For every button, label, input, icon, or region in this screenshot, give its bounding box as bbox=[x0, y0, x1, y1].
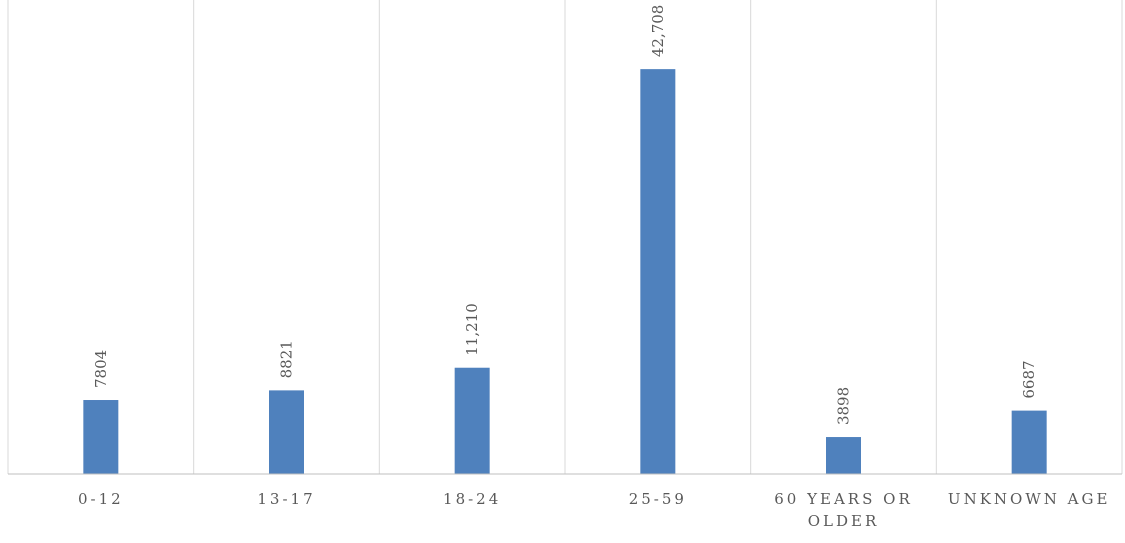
data-label: 11,210 bbox=[463, 303, 481, 355]
tick-label-line: 25-59 bbox=[629, 490, 687, 508]
bar bbox=[454, 367, 490, 474]
tick-label: 25-59 bbox=[629, 490, 687, 508]
data-label: 8821 bbox=[278, 340, 296, 378]
bar bbox=[826, 437, 861, 474]
tick-label-line: 0-12 bbox=[78, 490, 124, 508]
data-label: 7804 bbox=[92, 350, 110, 388]
tick-label: 13-17 bbox=[257, 490, 315, 508]
tick-label-line: 60 YEARS OR bbox=[774, 490, 912, 508]
tick-label-line: UNKNOWN AGE bbox=[948, 490, 1110, 508]
data-label: 6687 bbox=[1020, 360, 1038, 398]
tick-label-line: 18-24 bbox=[443, 490, 501, 508]
bar bbox=[1011, 410, 1047, 474]
tick-label-line: OLDER bbox=[808, 512, 880, 530]
tick-label-line: 13-17 bbox=[257, 490, 315, 508]
tick-label: 60 YEARS OR OLDER bbox=[774, 490, 912, 530]
bar bbox=[83, 400, 119, 474]
data-label-layer: 7804 8821 11,210 42,708 3898 6687 bbox=[92, 5, 1038, 425]
bar bbox=[269, 390, 304, 474]
tick-label-layer: 0-12 13-17 18-24 25-59 60 YEARS OR OLDER UNKNO… bbox=[78, 490, 1110, 530]
tick-label: UNKNOWN AGE bbox=[948, 490, 1110, 508]
data-label: 42,708 bbox=[649, 5, 667, 58]
bar-layer bbox=[83, 69, 1047, 474]
tick-label: 18-24 bbox=[443, 490, 501, 508]
bar bbox=[640, 69, 676, 474]
data-label: 3898 bbox=[835, 387, 853, 425]
grid-layer bbox=[7, 0, 1123, 474]
tick-label: 0-12 bbox=[78, 490, 124, 508]
